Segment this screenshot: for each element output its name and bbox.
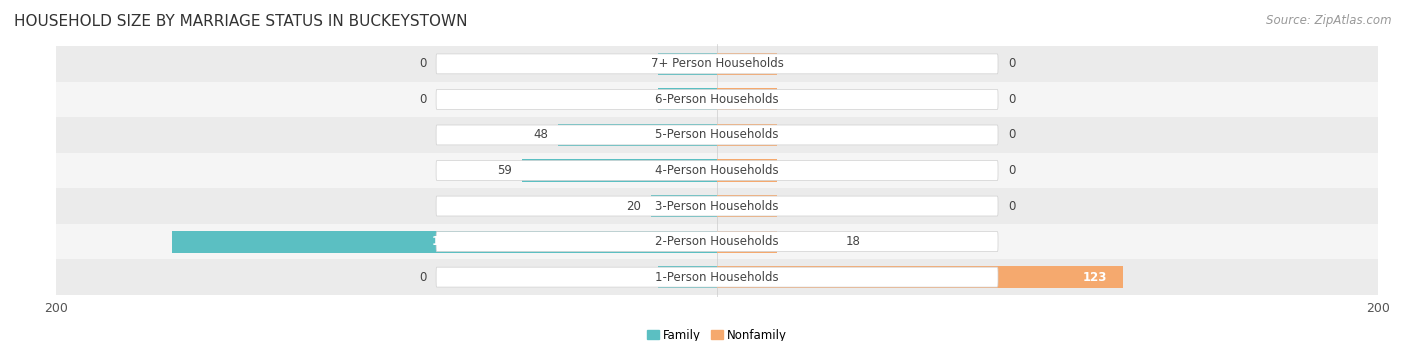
Text: 18: 18: [846, 235, 860, 248]
FancyBboxPatch shape: [436, 267, 998, 287]
Text: 0: 0: [1008, 199, 1015, 212]
Bar: [56, 188, 1378, 224]
Text: HOUSEHOLD SIZE BY MARRIAGE STATUS IN BUCKEYSTOWN: HOUSEHOLD SIZE BY MARRIAGE STATUS IN BUC…: [14, 14, 468, 29]
Bar: [56, 224, 1378, 260]
Text: 2-Person Households: 2-Person Households: [655, 235, 779, 248]
Bar: [56, 117, 1378, 153]
Text: 0: 0: [419, 93, 426, 106]
Text: 4-Person Households: 4-Person Households: [655, 164, 779, 177]
Text: 0: 0: [1008, 164, 1015, 177]
FancyBboxPatch shape: [436, 232, 998, 252]
Bar: [717, 160, 776, 181]
Bar: [651, 195, 717, 217]
Text: 20: 20: [626, 199, 641, 212]
Text: 165: 165: [432, 235, 457, 248]
FancyBboxPatch shape: [436, 196, 998, 216]
Text: 1-Person Households: 1-Person Households: [655, 271, 779, 284]
Text: 0: 0: [419, 57, 426, 70]
Text: 0: 0: [1008, 93, 1015, 106]
Bar: [717, 231, 776, 253]
Text: Source: ZipAtlas.com: Source: ZipAtlas.com: [1267, 14, 1392, 27]
Text: 6-Person Households: 6-Person Households: [655, 93, 779, 106]
Text: 0: 0: [419, 271, 426, 284]
Legend: Family, Nonfamily: Family, Nonfamily: [643, 324, 792, 341]
Text: 3-Person Households: 3-Person Households: [655, 199, 779, 212]
Text: 5-Person Households: 5-Person Households: [655, 129, 779, 142]
Bar: [658, 88, 717, 110]
Bar: [56, 81, 1378, 117]
Text: 0: 0: [1008, 129, 1015, 142]
Text: 59: 59: [498, 164, 512, 177]
FancyBboxPatch shape: [436, 125, 998, 145]
Bar: [717, 53, 776, 75]
Text: 7+ Person Households: 7+ Person Households: [651, 57, 783, 70]
Text: 48: 48: [534, 129, 548, 142]
Text: 123: 123: [1083, 271, 1107, 284]
FancyBboxPatch shape: [436, 89, 998, 109]
Text: 0: 0: [1008, 57, 1015, 70]
Bar: [172, 231, 717, 253]
Bar: [717, 266, 1123, 288]
Bar: [717, 195, 776, 217]
Bar: [522, 160, 717, 181]
Bar: [658, 53, 717, 75]
FancyBboxPatch shape: [436, 161, 998, 180]
FancyBboxPatch shape: [436, 54, 998, 74]
Bar: [717, 88, 776, 110]
Bar: [56, 260, 1378, 295]
Bar: [658, 266, 717, 288]
Bar: [717, 124, 776, 146]
Bar: [558, 124, 717, 146]
Bar: [56, 153, 1378, 188]
Bar: [56, 46, 1378, 81]
